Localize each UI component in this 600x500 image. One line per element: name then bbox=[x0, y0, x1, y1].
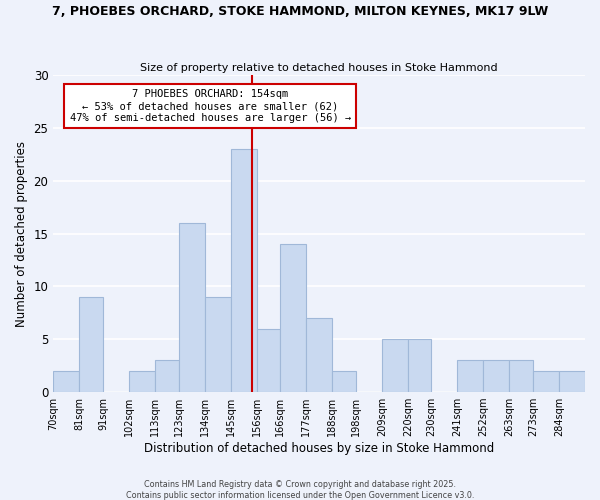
Bar bbox=[205, 297, 230, 392]
Bar bbox=[484, 360, 509, 392]
Bar bbox=[408, 340, 431, 392]
Text: 7, PHOEBES ORCHARD, STOKE HAMMOND, MILTON KEYNES, MK17 9LW: 7, PHOEBES ORCHARD, STOKE HAMMOND, MILTO… bbox=[52, 5, 548, 18]
Bar bbox=[533, 371, 559, 392]
Bar bbox=[257, 328, 280, 392]
Bar bbox=[559, 371, 585, 392]
Bar bbox=[509, 360, 533, 392]
Text: Contains HM Land Registry data © Crown copyright and database right 2025.
Contai: Contains HM Land Registry data © Crown c… bbox=[126, 480, 474, 500]
Bar bbox=[79, 297, 103, 392]
Bar bbox=[230, 149, 257, 392]
Bar bbox=[179, 223, 205, 392]
Bar bbox=[332, 371, 356, 392]
Bar bbox=[306, 318, 332, 392]
Bar bbox=[129, 371, 155, 392]
Bar bbox=[457, 360, 484, 392]
Bar bbox=[280, 244, 306, 392]
Bar bbox=[53, 371, 79, 392]
Bar bbox=[382, 340, 408, 392]
Bar bbox=[155, 360, 179, 392]
Title: Size of property relative to detached houses in Stoke Hammond: Size of property relative to detached ho… bbox=[140, 63, 498, 73]
Y-axis label: Number of detached properties: Number of detached properties bbox=[15, 140, 28, 326]
X-axis label: Distribution of detached houses by size in Stoke Hammond: Distribution of detached houses by size … bbox=[144, 442, 494, 455]
Text: 7 PHOEBES ORCHARD: 154sqm
← 53% of detached houses are smaller (62)
47% of semi-: 7 PHOEBES ORCHARD: 154sqm ← 53% of detac… bbox=[70, 90, 351, 122]
